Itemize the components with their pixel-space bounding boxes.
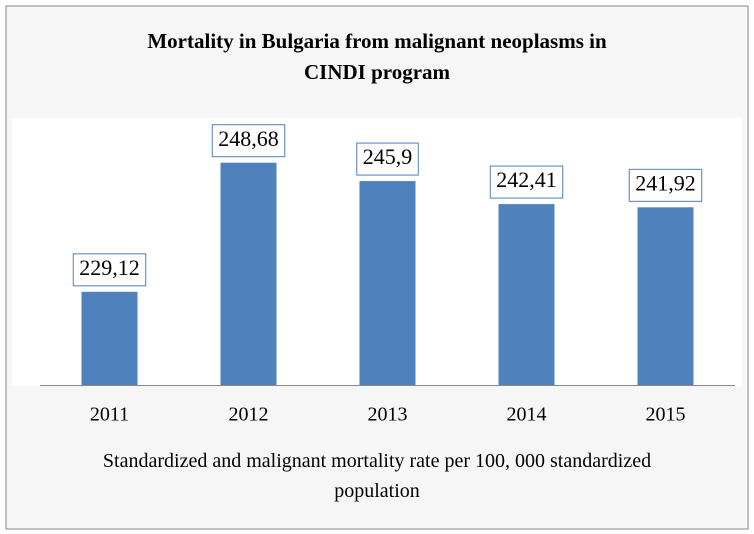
data-label: 248,68 xyxy=(218,126,279,151)
bar xyxy=(637,207,694,385)
bar xyxy=(498,204,555,385)
data-label: 245,9 xyxy=(363,144,413,169)
data-label: 241,92 xyxy=(635,170,696,195)
bar xyxy=(359,181,416,385)
x-tick-label: 2014 xyxy=(507,404,547,426)
data-label-box xyxy=(356,142,419,176)
x-tick-label: 2013 xyxy=(368,404,408,426)
data-label-box xyxy=(211,124,286,158)
x-tick-label: 2012 xyxy=(229,404,269,426)
x-tick-label: 2015 xyxy=(646,404,686,426)
data-label: 229,12 xyxy=(79,255,140,280)
bar xyxy=(81,291,138,385)
data-label-box xyxy=(489,165,564,199)
data-label-box xyxy=(628,168,703,202)
x-axis-label: Standardized and malignant mortality rat… xyxy=(102,450,652,502)
data-label-box xyxy=(72,253,147,287)
bar xyxy=(220,162,277,385)
data-label: 242,41 xyxy=(496,167,557,192)
x-tick-label: 2011 xyxy=(90,404,129,426)
chart-title: Mortality in Bulgaria from malignant neo… xyxy=(147,29,607,84)
